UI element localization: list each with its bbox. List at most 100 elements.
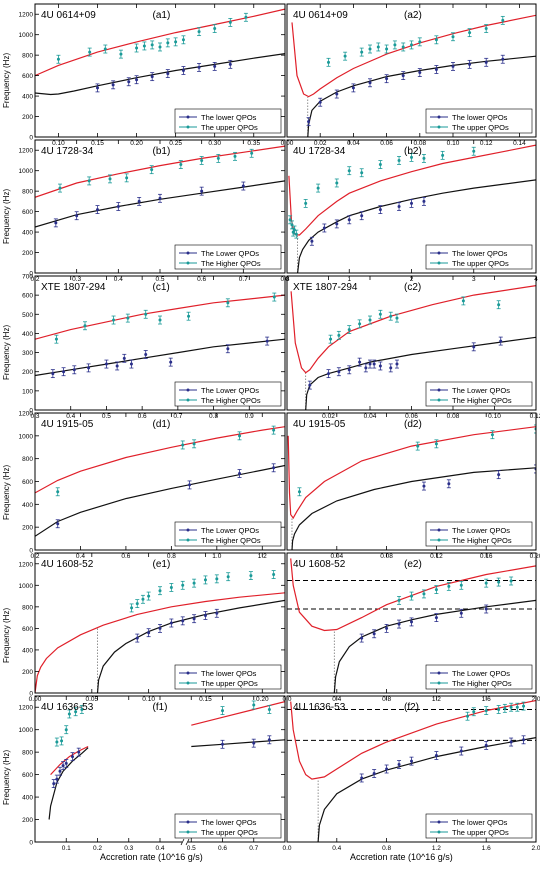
upper-qpo-point — [54, 334, 59, 344]
data-marker — [389, 314, 393, 318]
upper-qpo-point — [186, 311, 191, 321]
source-name: 4U 1608-52 — [293, 559, 346, 570]
panel-tag: (f2) — [404, 702, 419, 713]
upper-qpo-point — [294, 229, 299, 239]
data-marker — [484, 27, 488, 31]
panel-tag: (e2) — [404, 559, 422, 570]
lower-model-curve — [35, 53, 285, 96]
data-marker — [416, 444, 420, 448]
data-marker — [459, 749, 463, 753]
lower-qpo-point — [322, 223, 327, 233]
legend-label: The upper QPOs — [452, 123, 509, 132]
x-tick-label: 0.6 — [121, 553, 130, 560]
lower-qpo-point — [378, 361, 383, 371]
data-marker — [418, 40, 422, 44]
y-tick-label: 600 — [22, 772, 33, 779]
data-marker — [158, 626, 162, 630]
upper-qpo-point — [465, 711, 470, 721]
upper-qpo-point — [272, 292, 277, 302]
lower-qpo-point — [54, 774, 59, 784]
lower-qpo-point — [168, 357, 173, 367]
legend-label: The Lower QPOs — [201, 249, 259, 258]
x-tick-label: 0.6 — [218, 845, 227, 852]
legend-label: The Higher QPOs — [201, 259, 261, 268]
lower-qpo-point — [351, 83, 356, 93]
y-tick-label: 400 — [22, 94, 33, 101]
data-marker — [200, 158, 204, 162]
y-tick-label: 100 — [22, 388, 33, 395]
upper-qpo-point — [397, 156, 402, 165]
legend-marker — [186, 681, 190, 685]
data-marker — [150, 43, 154, 47]
upper-qpo-point — [165, 38, 170, 48]
legend-marker — [437, 671, 441, 675]
lower-qpo-point — [384, 623, 389, 633]
data-marker — [337, 370, 341, 374]
data-marker — [468, 31, 472, 35]
data-marker — [378, 364, 382, 368]
upper-model-curve — [35, 145, 285, 198]
upper-model-curve — [50, 745, 89, 776]
data-marker — [272, 466, 276, 470]
lower-qpo-point — [368, 359, 372, 369]
data-marker — [410, 594, 413, 598]
upper-qpo-point — [134, 43, 139, 53]
legend-marker — [186, 830, 190, 834]
legend-label: The Lower QPOs — [452, 386, 510, 395]
x-tick-label: 0.35 — [247, 140, 260, 147]
data-marker — [447, 584, 451, 588]
data-marker — [335, 92, 339, 96]
upper-qpo-point — [87, 176, 92, 186]
data-marker — [434, 442, 438, 446]
data-marker — [119, 52, 123, 56]
upper-model-curve — [288, 144, 536, 236]
lower-qpo-point — [372, 359, 377, 369]
data-marker — [385, 767, 389, 771]
upper-qpo-point — [228, 18, 233, 27]
upper-qpo-point — [459, 580, 464, 590]
upper-qpo-point — [129, 603, 134, 613]
lower-qpo-point — [129, 359, 134, 369]
data-marker — [395, 316, 399, 320]
lower-qpo-point — [150, 72, 155, 82]
lower-qpo-point — [265, 336, 270, 346]
data-marker — [88, 50, 92, 54]
lower-qpo-point — [357, 357, 362, 367]
legend-label: The lower QPOs — [452, 818, 508, 827]
legend-label: The Higher QPOs — [201, 396, 261, 405]
upper-qpo-point — [249, 148, 254, 158]
data-marker — [401, 74, 405, 78]
upper-qpo-point — [484, 24, 489, 33]
y-tick-label: 600 — [22, 479, 33, 486]
data-marker — [410, 620, 413, 624]
data-marker — [166, 72, 170, 76]
data-marker — [58, 769, 62, 773]
panel-tag: (c2) — [404, 282, 421, 293]
upper-qpo-point — [55, 487, 60, 497]
upper-qpo-point — [467, 28, 472, 38]
data-marker — [327, 60, 330, 64]
upper-qpo-point — [103, 44, 108, 54]
data-marker — [499, 339, 503, 343]
x-tick-label: 0.04 — [364, 413, 377, 420]
upper-qpo-point — [251, 700, 256, 710]
panel-f1: 0.1 0.2 0.3 0.4 0.5 0.6 0.7 0 200 400 600 800 1000 12… — [19, 695, 286, 852]
data-marker — [56, 522, 60, 526]
upper-qpo-point — [142, 41, 147, 51]
y-tick-label: 1000 — [19, 727, 34, 734]
y-tick-label: 200 — [22, 817, 33, 824]
y-tick-label: 1200 — [19, 148, 34, 155]
upper-qpo-point — [140, 594, 145, 604]
upper-model-curve — [290, 285, 536, 374]
upper-model-curve — [287, 426, 536, 520]
legend-label: The lower QPOs — [201, 669, 257, 678]
x-tick-label: 0.1 — [62, 845, 71, 852]
data-marker — [135, 636, 139, 640]
lower-qpo-point — [368, 78, 372, 88]
legend-box — [425, 813, 533, 839]
y-tick-label: 200 — [22, 369, 33, 376]
data-marker — [360, 214, 364, 218]
data-marker — [158, 196, 162, 200]
upper-qpo-point — [83, 321, 87, 331]
data-marker — [127, 80, 131, 84]
